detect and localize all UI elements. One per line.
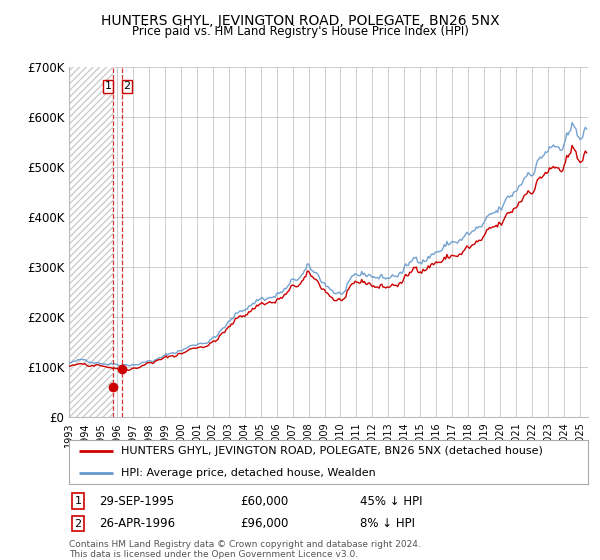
Text: £96,000: £96,000 xyxy=(240,517,289,530)
Text: Price paid vs. HM Land Registry's House Price Index (HPI): Price paid vs. HM Land Registry's House … xyxy=(131,25,469,38)
Text: 8% ↓ HPI: 8% ↓ HPI xyxy=(360,517,415,530)
Text: This data is licensed under the Open Government Licence v3.0.: This data is licensed under the Open Gov… xyxy=(69,550,358,559)
Text: Contains HM Land Registry data © Crown copyright and database right 2024.: Contains HM Land Registry data © Crown c… xyxy=(69,540,421,549)
Text: 1: 1 xyxy=(104,81,112,91)
Text: £60,000: £60,000 xyxy=(240,494,288,508)
Bar xyxy=(69,67,113,417)
Text: HUNTERS GHYL, JEVINGTON ROAD, POLEGATE, BN26 5NX: HUNTERS GHYL, JEVINGTON ROAD, POLEGATE, … xyxy=(101,14,499,28)
Bar xyxy=(69,67,113,417)
Text: 1: 1 xyxy=(74,496,82,506)
Text: 2: 2 xyxy=(124,81,131,91)
Text: 29-SEP-1995: 29-SEP-1995 xyxy=(99,494,174,508)
Text: HUNTERS GHYL, JEVINGTON ROAD, POLEGATE, BN26 5NX (detached house): HUNTERS GHYL, JEVINGTON ROAD, POLEGATE, … xyxy=(121,446,543,456)
Text: 45% ↓ HPI: 45% ↓ HPI xyxy=(360,494,422,508)
Text: 26-APR-1996: 26-APR-1996 xyxy=(99,517,175,530)
Text: HPI: Average price, detached house, Wealden: HPI: Average price, detached house, Weal… xyxy=(121,468,376,478)
Text: 2: 2 xyxy=(74,519,82,529)
